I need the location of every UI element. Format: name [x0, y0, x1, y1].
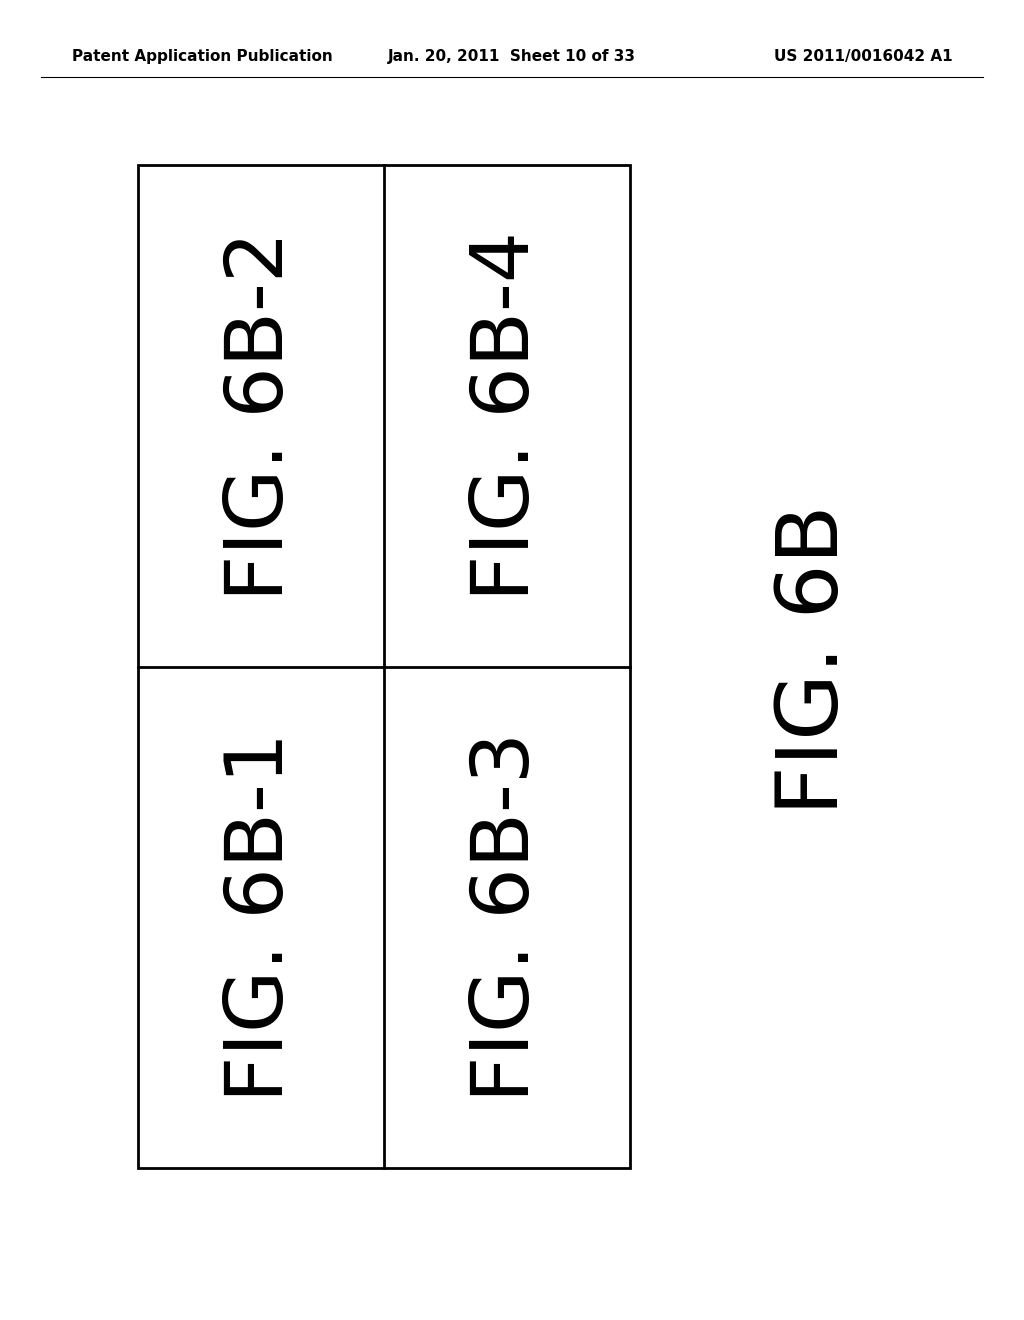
Text: Jan. 20, 2011  Sheet 10 of 33: Jan. 20, 2011 Sheet 10 of 33 — [388, 49, 636, 65]
Text: FIG. 6B-2: FIG. 6B-2 — [222, 231, 300, 601]
Text: FIG. 6B-3: FIG. 6B-3 — [468, 733, 546, 1102]
Text: US 2011/0016042 A1: US 2011/0016042 A1 — [774, 49, 952, 65]
Text: FIG. 6B-4: FIG. 6B-4 — [468, 231, 546, 601]
Text: FIG. 6B: FIG. 6B — [772, 504, 856, 816]
Bar — [138, 165, 630, 1168]
Text: Patent Application Publication: Patent Application Publication — [72, 49, 333, 65]
Text: FIG. 6B-1: FIG. 6B-1 — [222, 733, 300, 1102]
